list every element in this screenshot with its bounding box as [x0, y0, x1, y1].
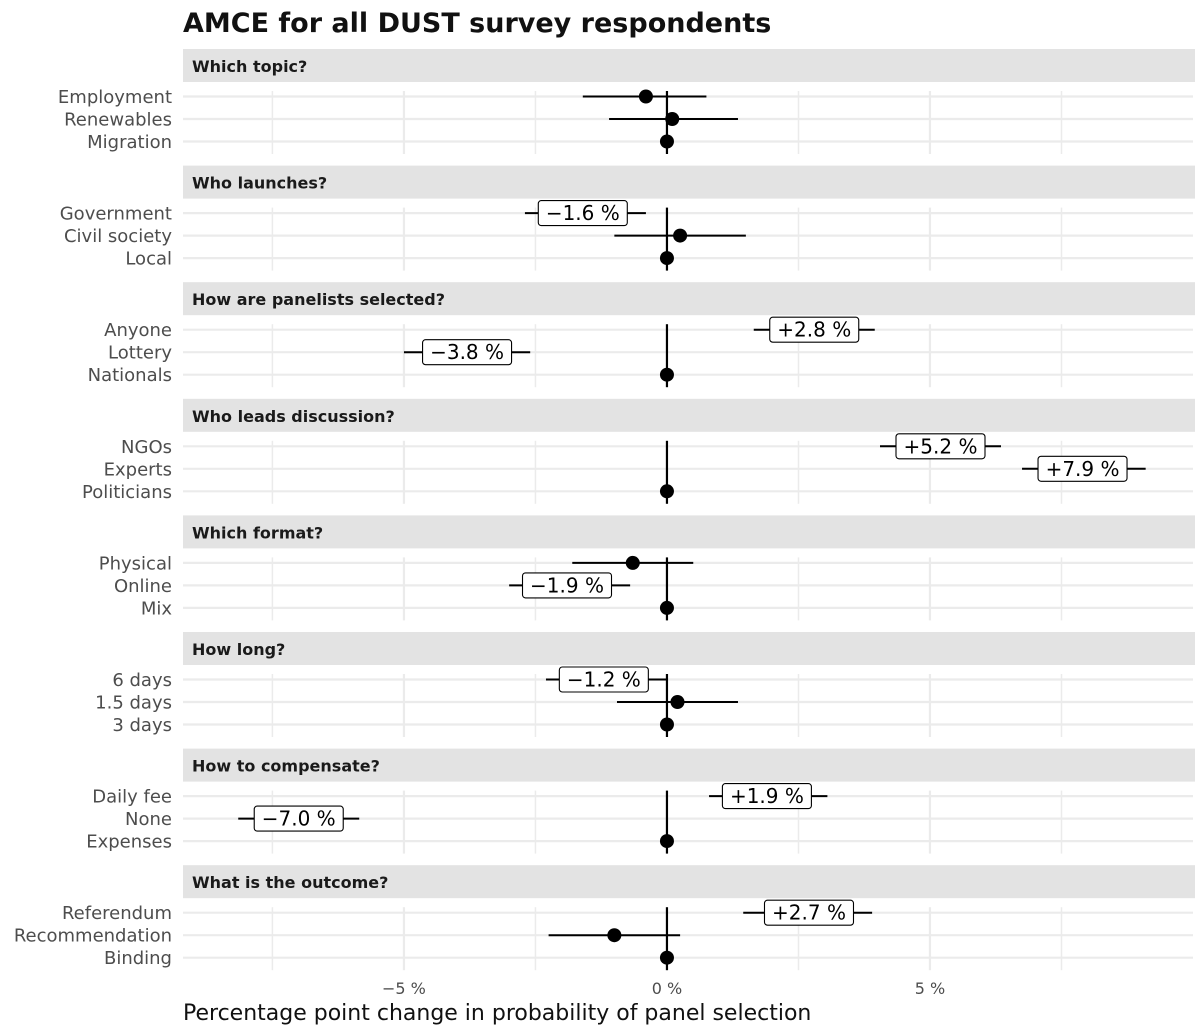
facet-panel: Who leads discussion? NGOs +5.2 % Experts +7… [82, 398, 1195, 504]
estimate-point [659, 717, 674, 732]
level-label: Lottery [108, 343, 172, 364]
facet-panel: How to compensate? Daily fee +1.9 % None −7.… [86, 748, 1195, 854]
estimate-point [673, 228, 688, 243]
level-label: 3 days [112, 715, 172, 736]
estimate-label: +1.9 % [730, 784, 804, 808]
estimate-label: −1.6 % [546, 201, 620, 225]
facet-strip [183, 398, 1195, 432]
level-label: Mix [141, 598, 173, 619]
level-label: Recommendation [14, 926, 172, 947]
estimate-point [659, 251, 674, 266]
estimate-point [659, 134, 674, 149]
facet-title: How are panelists selected? [192, 290, 445, 309]
facet-title: Who leads discussion? [192, 407, 395, 426]
level-label: Physical [99, 553, 172, 574]
estimate-point [659, 600, 674, 615]
level-label: Migration [87, 132, 172, 153]
facet-strip [183, 49, 1195, 82]
facet-strip [183, 865, 1195, 899]
facet-panel: Which topic? EmploymentRenewablesMigratio… [58, 49, 1195, 154]
facet-title: What is the outcome? [192, 873, 388, 892]
level-label: Renewables [64, 110, 172, 131]
estimate-label: +2.7 % [772, 901, 846, 925]
level-label: Local [125, 249, 172, 270]
estimate-label: +7.9 % [1046, 457, 1120, 481]
estimate-point [670, 695, 685, 709]
facet-strip [183, 165, 1195, 199]
facet-title: How to compensate? [192, 757, 380, 776]
facet-panel: How are panelists selected? Anyone +2.8 % L… [88, 282, 1195, 388]
estimate-point [659, 484, 674, 499]
facet-strip [183, 632, 1195, 665]
level-label: 6 days [112, 670, 172, 691]
estimate-label-box [1037, 455, 1128, 482]
estimate-label-box [721, 783, 812, 810]
facet-title: How long? [192, 640, 285, 659]
estimate-label-box [253, 805, 344, 832]
level-label: Nationals [88, 365, 172, 386]
x-tick-label: 0 % [652, 979, 682, 998]
facet-title: Who launches? [192, 174, 327, 193]
estimate-label: −1.9 % [530, 573, 604, 597]
x-tick-label: 5 % [915, 979, 945, 998]
facet-panels: Which topic? EmploymentRenewablesMigratio… [14, 49, 1195, 971]
estimate-point [625, 555, 640, 570]
chart-title: AMCE for all DUST survey respondents [183, 8, 771, 39]
x-axis: −5 % 0 % 5 % [382, 979, 945, 998]
facet-panel: What is the outcome? Referendum +2.7 % Reco… [14, 865, 1195, 971]
facet-title: Which format? [192, 523, 323, 542]
estimate-label-box [895, 433, 986, 460]
level-label: Experts [104, 459, 172, 480]
estimate-label: +5.2 % [904, 434, 978, 458]
facet-title: Which topic? [192, 57, 307, 76]
facet-strip [183, 282, 1195, 316]
level-label: NGOs [121, 437, 172, 458]
estimate-point [659, 950, 674, 965]
level-label: 1.5 days [95, 693, 172, 714]
level-label: Referendum [62, 903, 172, 924]
estimate-label-box [769, 316, 860, 343]
estimate-label-box [763, 899, 855, 926]
level-label: Online [114, 576, 172, 597]
level-label: Daily fee [92, 787, 172, 808]
estimate-point [665, 112, 680, 126]
estimate-label: −3.8 % [430, 340, 504, 364]
estimate-label-box [422, 339, 513, 366]
estimate-label: −1.2 % [567, 668, 641, 692]
level-label: None [125, 809, 172, 830]
level-label: Expenses [86, 832, 172, 853]
facet-strip [183, 748, 1195, 782]
estimate-label-box [521, 572, 613, 599]
level-label: Anyone [104, 320, 172, 341]
estimate-point [659, 834, 674, 849]
level-label: Politicians [82, 482, 172, 503]
level-label: Government [60, 204, 172, 225]
estimate-point [638, 89, 653, 104]
level-label: Civil society [64, 226, 172, 247]
x-tick-label: −5 % [382, 979, 426, 998]
facet-panel: Who launches? Government −1.6 % Civil socie… [60, 165, 1195, 271]
level-label: Employment [58, 87, 172, 108]
estimate-point [659, 367, 674, 382]
estimate-label-box [558, 666, 649, 693]
facet-strip [183, 515, 1195, 549]
x-axis-label: Percentage point change in probability o… [183, 1001, 811, 1025]
estimate-label: −7.0 % [262, 807, 336, 831]
estimate-point [607, 928, 622, 943]
level-label: Binding [104, 948, 172, 969]
estimate-label-box [537, 200, 628, 227]
estimate-label: +2.8 % [777, 318, 851, 342]
